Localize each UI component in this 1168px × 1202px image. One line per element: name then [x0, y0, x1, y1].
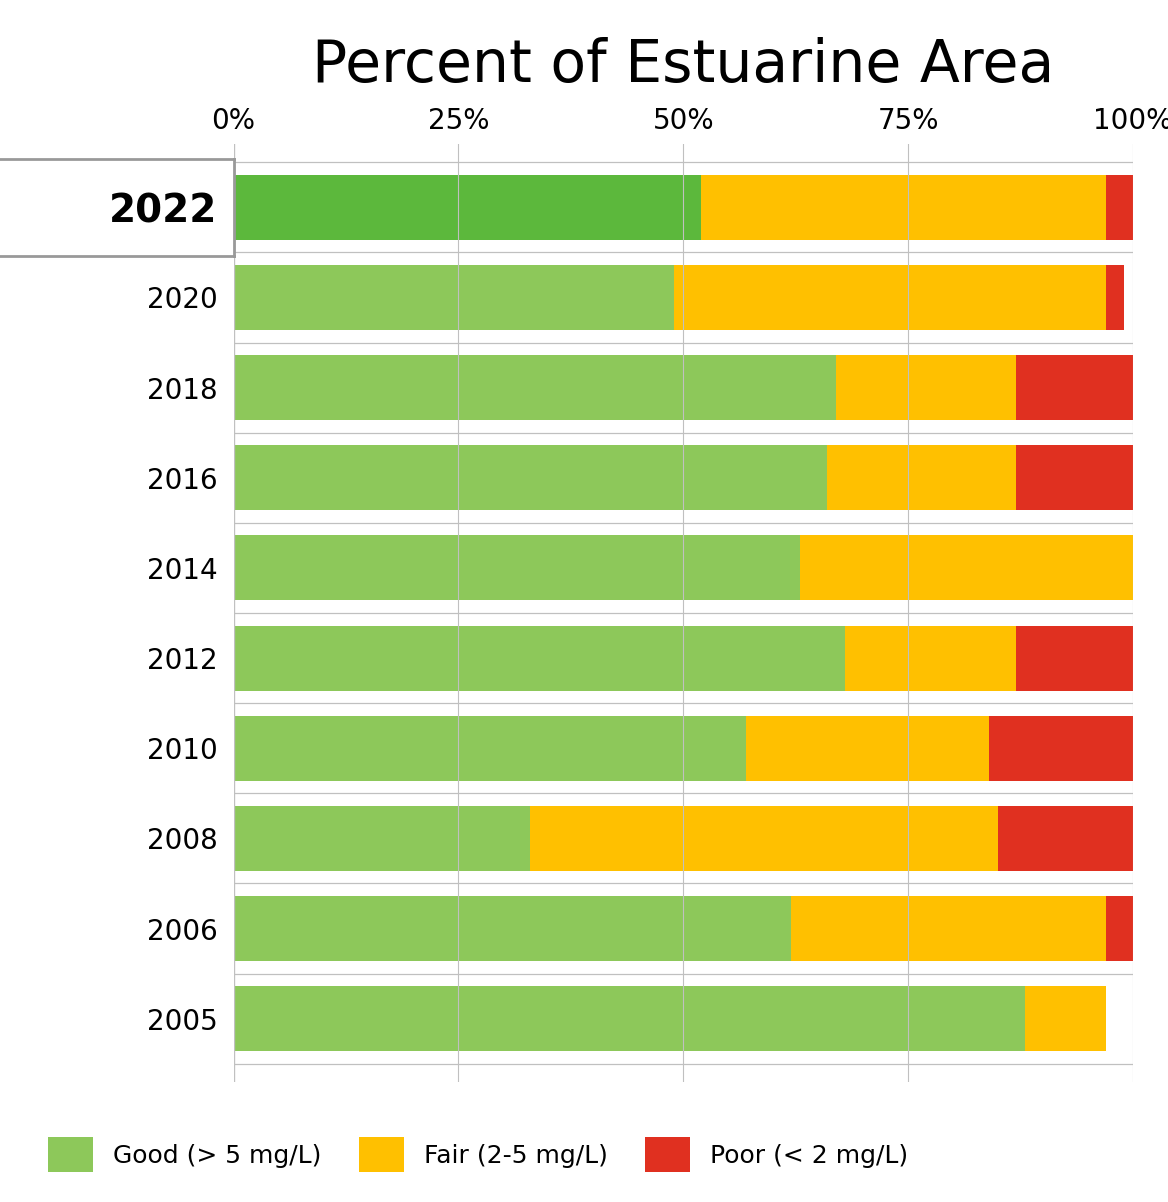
Bar — [234, 174, 701, 239]
Bar — [836, 355, 1016, 419]
Bar — [234, 355, 836, 419]
Bar — [846, 626, 1016, 690]
Bar — [234, 445, 827, 510]
Bar — [234, 897, 791, 962]
Bar — [1106, 174, 1133, 239]
Bar — [997, 807, 1133, 870]
Bar — [1016, 355, 1133, 419]
Bar — [800, 535, 1133, 600]
Bar — [674, 264, 1106, 329]
Bar — [234, 535, 800, 600]
Bar — [746, 715, 989, 781]
Bar — [530, 807, 997, 870]
Bar — [234, 715, 746, 781]
Bar — [234, 986, 1026, 1051]
Bar — [234, 807, 530, 870]
Bar — [989, 715, 1133, 781]
Title: Percent of Estuarine Area: Percent of Estuarine Area — [312, 36, 1055, 94]
Bar — [1016, 445, 1133, 510]
Bar — [701, 174, 1106, 239]
Bar — [234, 626, 846, 690]
Bar — [791, 897, 1106, 962]
Bar — [1106, 897, 1133, 962]
Bar — [827, 445, 1016, 510]
Bar — [1106, 264, 1124, 329]
Bar — [1016, 626, 1133, 690]
Legend: Good (> 5 mg/L), Fair (2-5 mg/L), Poor (< 2 mg/L): Good (> 5 mg/L), Fair (2-5 mg/L), Poor (… — [48, 1137, 909, 1172]
Bar — [234, 264, 674, 329]
Bar — [1026, 986, 1106, 1051]
